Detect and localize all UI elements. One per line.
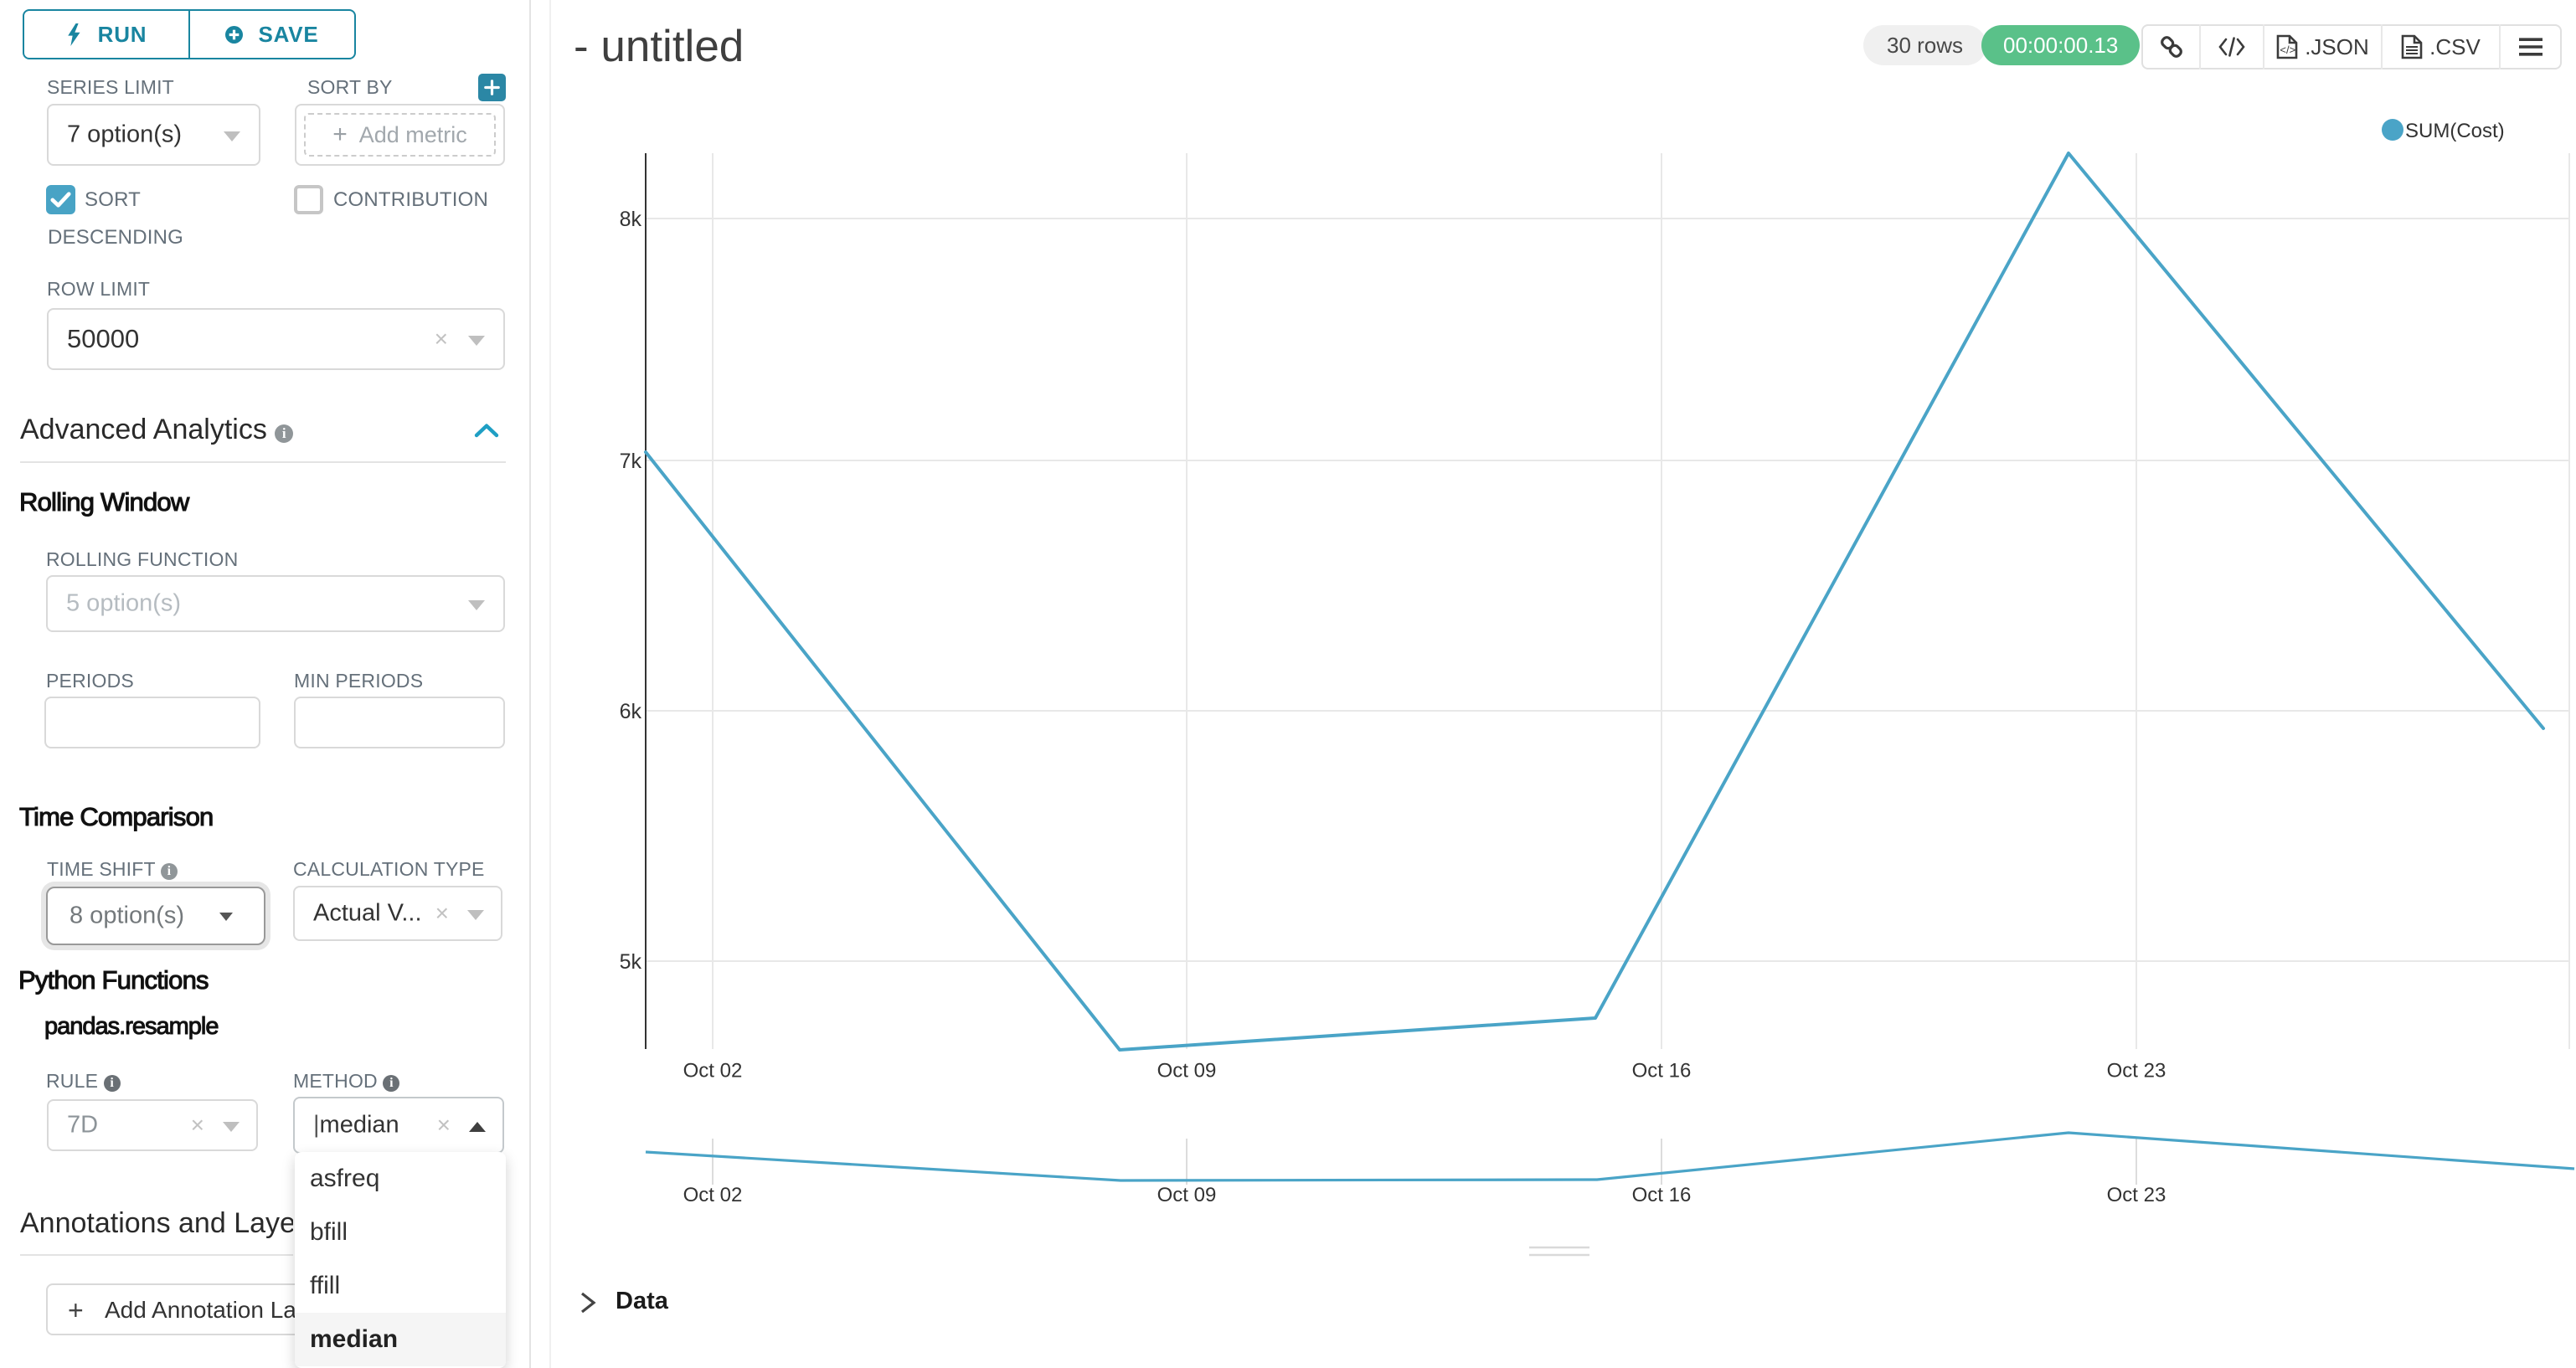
svg-text:Oct 09: Oct 09 [1157,1060,1217,1083]
svg-text:Oct 09: Oct 09 [1157,1184,1217,1206]
svg-text:5k: 5k [620,950,642,974]
svg-text:Oct 23: Oct 23 [2107,1184,2166,1206]
svg-text:Oct 16: Oct 16 [1632,1184,1692,1206]
svg-text:8k: 8k [620,208,642,231]
svg-text:Oct 02: Oct 02 [683,1060,743,1083]
svg-text:Oct 02: Oct 02 [683,1184,743,1206]
svg-text:7k: 7k [620,450,642,473]
svg-text:6k: 6k [620,700,642,723]
svg-text:Oct 23: Oct 23 [2107,1060,2166,1083]
svg-text:</>: </> [2280,44,2296,56]
svg-text:Oct 16: Oct 16 [1632,1060,1692,1083]
